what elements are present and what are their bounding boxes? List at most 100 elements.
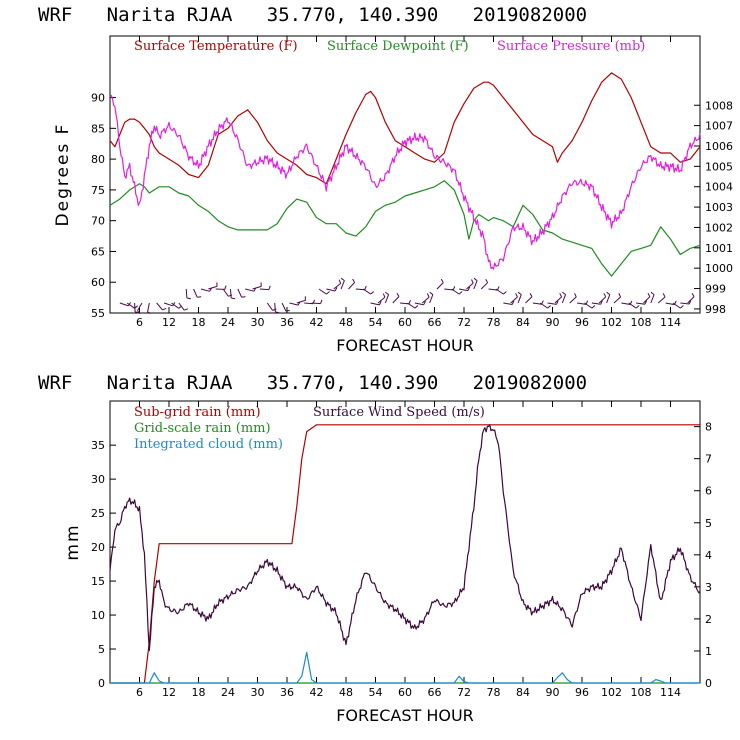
panel1-legend-surface-temperature-f: Surface Temperature (F) [134,39,298,54]
wind-barb [687,296,695,304]
wind-barb [377,296,386,304]
panel2-sub-grid-rain-mm-line [110,424,700,684]
wind-barb [584,302,593,309]
panel1-y2-tick-label: 1002 [705,221,733,234]
wind-barb-flag [440,278,444,283]
panel1-y-tick-label: 80 [91,153,105,166]
panel1-x-tick-label: 114 [660,316,681,329]
wind-barb [178,302,185,311]
wind-barb [252,285,262,290]
wind-barb [650,294,655,304]
panel2-x-tick-label: 54 [369,686,383,699]
wind-barb [289,302,299,306]
wind-barb-flag [559,293,563,298]
wind-barb [340,280,345,290]
panel2-legend-grid-scale-rain-mm: Grid-scale rain (mm) [134,421,271,436]
panel2-surface-wind-speed-m-s-line [109,424,701,652]
wind-barb-flag [471,279,474,284]
wind-barb-flag [458,291,463,295]
wind-barb-flag [385,291,389,296]
wind-barb [208,285,218,290]
wind-barb-flag [134,311,140,314]
panel2-x-tick-label: 24 [221,686,235,699]
panel1-y-tick-label: 65 [91,245,105,258]
wind-barb [466,282,474,290]
wind-barb [495,288,504,295]
wind-barb-flag [429,291,434,296]
panel1-y2-tick-label: 1000 [705,262,733,275]
panel1-x-tick-label: 24 [221,316,235,329]
wind-barb [185,288,188,299]
panel2-x-tick-label: 102 [601,686,622,699]
panel1-surface-pressure-mb-line [109,94,701,270]
panel1-y2-tick-label: 998 [705,303,726,316]
wind-barb-flag [691,292,695,297]
panel2-x-tick-label: 66 [428,686,442,699]
panel1-y2-tick-label: 1004 [705,181,733,194]
wind-barb-flag [370,291,375,295]
panel1-title: WRF Narita RJAA 35.770, 140.390 20190820… [38,4,587,26]
panel1-x-tick-label: 6 [136,316,143,329]
panel2-x-tick-label: 30 [251,686,265,699]
wind-barb [400,302,410,305]
wind-barb-flag [231,297,236,300]
wind-barb [643,296,651,304]
panel2-y2-tick-label: 7 [705,453,712,466]
panel1-x-tick-label: 18 [192,316,206,329]
wind-barb-flag [340,277,345,282]
wind-barb [539,302,548,309]
panel1-surface-dewpoint-f-line [109,180,701,277]
panel1-y2-tick-label: 999 [705,283,726,296]
wind-barb [392,296,400,304]
panel2-x-tick-label: 90 [546,686,560,699]
wind-barb-flag [396,292,400,297]
wind-barb-flag [662,293,666,298]
wind-barb [156,302,163,311]
panel1-x-tick-label: 12 [162,316,176,329]
wind-barb [304,302,314,305]
wind-barb [421,296,430,304]
wind-barb-flag [688,300,692,305]
wind-barb-flag [600,300,603,305]
panel2-x-tick-label: 114 [660,686,681,699]
panel2-legend-surface-wind-speed-m-s: Surface Wind Speed (m/s) [313,405,485,420]
wind-barb-flag [591,305,596,309]
panel1-y-tick-label: 70 [91,215,105,228]
panel1-x-tick-label: 48 [339,316,353,329]
wind-barb [119,302,129,307]
wind-barb-flag [650,291,655,296]
wind-barb-flag [467,286,471,291]
panel2-y2-tick-label: 1 [705,645,712,658]
wind-barb [318,288,327,295]
panel2-integrated-cloud-mm-line [110,651,700,684]
panel1-y2-tick-label: 1008 [705,99,733,112]
wind-barb-flag [268,285,271,290]
panel1-y2-tick-label: 1005 [705,160,733,173]
wind-barb [613,296,621,304]
wind-barb [126,302,135,309]
wind-barb-flag [603,293,607,298]
panel2-x-tick-label: 42 [310,686,324,699]
wind-barb-flag [382,293,386,298]
wind-barb [444,288,454,291]
panel2-y-axis-label: mm [63,523,83,560]
wind-barb-flag [320,299,323,304]
wind-barb-flag [644,300,648,305]
panel2-x-tick-label: 48 [339,686,353,699]
panel2-legend-sub-grid-rain-mm: Sub-grid rain (mm) [134,405,261,420]
wind-barb-flag [515,293,518,298]
wind-barb-flag [485,278,489,283]
panel2-y-tick-label: 0 [98,677,105,690]
wind-barb [577,302,587,305]
panel1-y-tick-label: 85 [91,122,105,135]
wind-barb-flag [517,291,522,296]
panel1-plot-frame [109,35,701,314]
wind-barb [561,294,567,304]
wind-barb [193,288,198,298]
wind-barb [137,302,143,312]
panel1-y-tick-label: 55 [91,307,105,320]
panel2-y2-tick-label: 3 [705,581,712,594]
wind-barb-flag [224,285,227,290]
wind-barb [657,296,666,304]
wind-barb [384,294,390,304]
